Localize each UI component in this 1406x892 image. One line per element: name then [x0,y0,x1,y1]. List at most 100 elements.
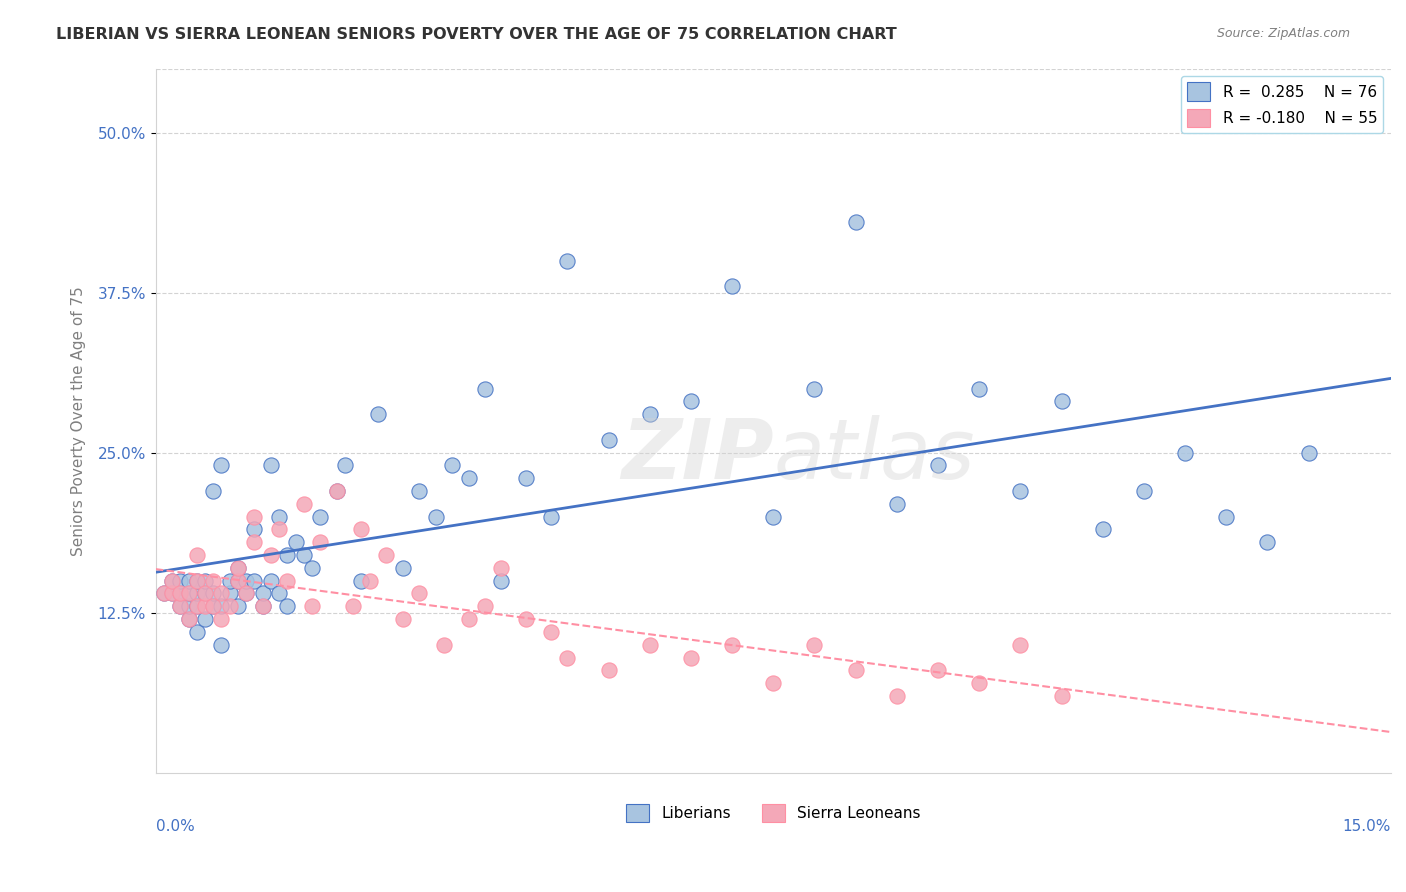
Point [391,561,413,575]
Point [235,574,257,588]
Point [342,599,364,614]
Point [186,599,208,614]
Point [276,599,298,614]
Point [169,586,191,600]
Point [927,458,949,473]
Text: 15.0%: 15.0% [1343,819,1391,833]
Point [457,471,479,485]
Text: Source: ZipAtlas.com: Source: ZipAtlas.com [1216,27,1350,40]
Point [160,586,183,600]
Point [194,599,217,614]
Point [226,599,249,614]
Point [186,548,208,562]
Point [441,458,464,473]
Text: ZIP: ZIP [620,416,773,496]
Point [474,599,496,614]
Point [638,407,661,421]
Point [309,509,332,524]
Point [186,599,208,614]
Point [177,599,200,614]
Point [177,612,200,626]
Text: LIBERIAN VS SIERRA LEONEAN SENIORS POVERTY OVER THE AGE OF 75 CORRELATION CHART: LIBERIAN VS SIERRA LEONEAN SENIORS POVER… [56,27,897,42]
Point [474,382,496,396]
Point [284,535,307,549]
Point [309,535,332,549]
Point [186,574,208,588]
Point [269,586,291,600]
Point [408,484,430,499]
Point [408,586,430,600]
Point [269,509,291,524]
Point [457,612,479,626]
Point [326,484,349,499]
Point [169,586,191,600]
Point [226,574,249,588]
Point [359,574,381,588]
Point [243,574,266,588]
Point [927,663,949,677]
Point [886,689,908,703]
Point [301,599,323,614]
Point [301,561,323,575]
Point [292,497,315,511]
Point [211,599,233,614]
Point [638,638,661,652]
Point [260,458,283,473]
Point [252,599,274,614]
Point [540,624,562,639]
Point [252,586,274,600]
Point [1256,535,1278,549]
Point [226,561,249,575]
Point [226,574,249,588]
Point [845,215,868,229]
Point [1050,689,1073,703]
Point [1215,509,1237,524]
Point [194,586,217,600]
Point [721,279,744,293]
Point [177,612,200,626]
Point [762,676,785,690]
Point [186,586,208,600]
Point [211,586,233,600]
Point [211,638,233,652]
Point [243,523,266,537]
Point [194,586,217,600]
Point [367,407,389,421]
Point [202,574,225,588]
Point [186,574,208,588]
Point [803,382,825,396]
Point [515,612,537,626]
Point [202,599,225,614]
Point [160,574,183,588]
Point [433,638,456,652]
Point [177,586,200,600]
Point [967,382,990,396]
Point [515,471,537,485]
Point [202,599,225,614]
Point [260,548,283,562]
Point [350,574,373,588]
Point [491,574,513,588]
Point [679,650,702,665]
Point [177,574,200,588]
Point [260,574,283,588]
Point [803,638,825,652]
Point [169,599,191,614]
Point [243,509,266,524]
Point [391,612,413,626]
Point [557,650,579,665]
Point [326,484,349,499]
Point [243,535,266,549]
Text: 0.0%: 0.0% [156,819,194,833]
Point [235,586,257,600]
Point [211,458,233,473]
Point [333,458,356,473]
Point [292,548,315,562]
Point [845,663,868,677]
Point [721,638,744,652]
Point [598,663,620,677]
Point [1010,638,1032,652]
Point [557,253,579,268]
Point [169,599,191,614]
Point [218,586,240,600]
